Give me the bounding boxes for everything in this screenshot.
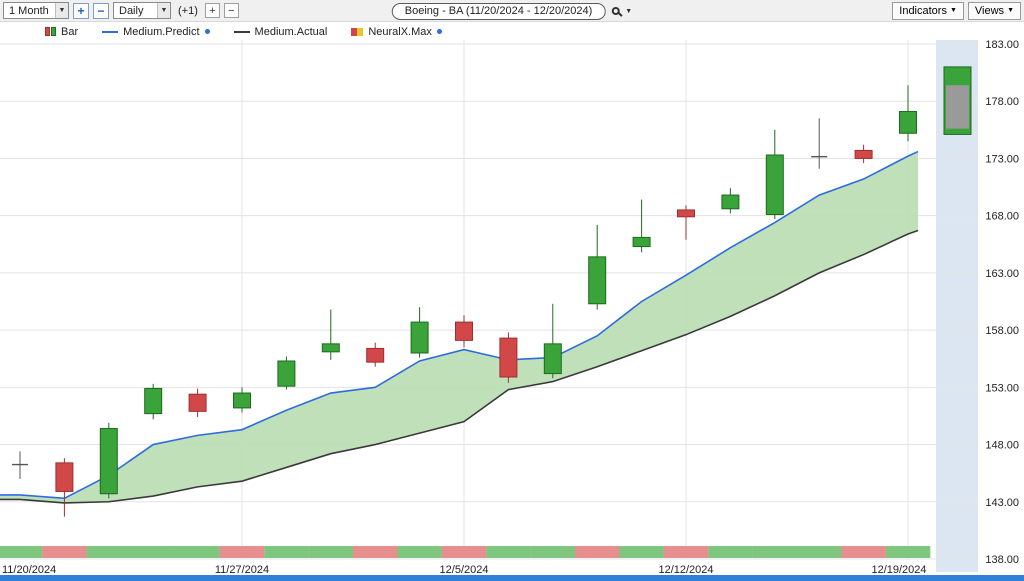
period-select[interactable]: Daily ▼ [113, 2, 171, 19]
legend-item-medium-predict[interactable]: Medium.Predict [102, 25, 210, 38]
indicators-button[interactable]: Indicators ▼ [892, 1, 964, 20]
y-axis-label: 158.00 [985, 325, 1019, 337]
y-axis-label: 173.00 [985, 153, 1019, 165]
chevron-down-icon: ▼ [949, 7, 957, 14]
views-label: Views [974, 4, 1005, 17]
neuralx-strip-segment [86, 546, 132, 558]
y-axis-label: 168.00 [985, 211, 1019, 223]
y-axis-label: 153.00 [985, 382, 1019, 394]
indicators-label: Indicators [899, 4, 947, 17]
neuralx-strip-segment [353, 546, 398, 558]
chevron-down-icon: ▼ [1007, 7, 1014, 14]
x-axis-label: 11/20/2024 [2, 564, 56, 576]
legend-item-neuralx-max[interactable]: NeuralX.Max [351, 26, 442, 38]
medium-predict-line [0, 150, 919, 500]
indicator-settings-dot-icon[interactable] [204, 29, 210, 34]
neuralx-strip-segment [175, 546, 220, 558]
forecast-range-inner [946, 85, 969, 129]
candle-body [277, 360, 296, 387]
candle-body [677, 209, 695, 218]
neuralx-strip-segment [0, 546, 43, 558]
neuralx-strip-segment [397, 546, 442, 558]
add-forecast-bar-button[interactable]: + [204, 3, 220, 18]
dark-line-icon [233, 30, 250, 33]
candle-body [455, 321, 473, 341]
legend-item-medium-actual[interactable]: Medium.Actual [233, 25, 328, 38]
neuralx-strip-segment [264, 546, 309, 558]
neuralx-strip-segment [752, 546, 798, 558]
neuralx-strip-segment [708, 546, 753, 558]
neuralx-strip-segment [885, 546, 931, 558]
y-axis-label: 138.00 [985, 554, 1019, 566]
candle-body [543, 343, 562, 375]
chevron-down-icon: ▼ [55, 3, 68, 18]
zoom-out-button[interactable]: − [93, 2, 109, 19]
indicator-settings-dot-icon[interactable] [436, 29, 442, 34]
legend-item-bar[interactable]: Bar [45, 26, 78, 38]
y-axis-label: 183.00 [985, 40, 1019, 51]
candle-body [188, 393, 207, 412]
search-icon[interactable] [611, 7, 620, 15]
chart-legend: Bar Medium.Predict Medium.Actual NeuralX… [0, 23, 1024, 40]
symbol-title-box[interactable]: Boeing - BA (11/20/2024 - 12/20/2024) [391, 2, 606, 20]
x-axis-label: 12/19/2024 [871, 564, 926, 576]
candle-body [721, 194, 740, 210]
blue-line-icon [102, 30, 119, 33]
candle-body [632, 236, 651, 248]
candle-body [321, 343, 340, 353]
period-value: Daily [119, 4, 144, 17]
candle-body [410, 321, 429, 354]
neuralx-strip-segment [486, 546, 531, 558]
candlestick-icon [45, 27, 56, 36]
neuralx-strip-segment [530, 546, 576, 558]
chart-toolbar: 1 Month ▼ + − Daily ▼ (+1) + − Boeing - … [0, 0, 1024, 22]
medium-actual-line [0, 229, 919, 504]
neuralx-strip-segment [42, 546, 87, 558]
horizontal-scrollbar [0, 575, 1024, 581]
neuralx-strip-segment [797, 546, 842, 558]
y-axis-label: 163.00 [985, 268, 1019, 280]
y-axis-label: 143.00 [985, 497, 1019, 509]
y-axis-label: 148.00 [985, 440, 1019, 452]
legend-neuralx-label: NeuralX.Max [368, 25, 432, 38]
neuralx-strip-segment [663, 546, 709, 558]
chevron-down-icon[interactable]: ▼ [625, 7, 633, 15]
neuralx-strip-segment [308, 546, 354, 558]
neuralx-strip-segment [441, 546, 487, 558]
candle-body [854, 149, 873, 159]
views-button[interactable]: Views ▼ [967, 1, 1021, 20]
candle-body [499, 337, 518, 378]
timeframe-select[interactable]: 1 Month ▼ [3, 2, 69, 19]
price-chart[interactable]: 183.00 178.00 173.00 168.00 163.00 158.00 153.… [0, 40, 1024, 581]
legend-actual-label: Medium.Actual [254, 25, 328, 38]
chevron-down-icon: ▼ [157, 3, 170, 18]
neuralx-icon [351, 27, 364, 36]
candle-body [588, 256, 607, 305]
zoom-in-button[interactable]: + [73, 2, 89, 19]
candle-body [55, 462, 74, 492]
candle-body [233, 392, 251, 409]
remove-forecast-bar-button[interactable]: − [223, 3, 239, 18]
neuralx-strip-segment [131, 546, 176, 558]
neuralx-strip-segment [219, 546, 265, 558]
forecast-offset-label: (+1) [178, 4, 198, 17]
candle-body [99, 428, 118, 495]
legend-predict-label: Medium.Predict [123, 25, 200, 38]
y-axis-label: 178.00 [985, 96, 1019, 108]
legend-bar-label: Bar [61, 25, 79, 38]
neuralx-strip-segment [841, 546, 886, 558]
symbol-title: Boeing - BA (11/20/2024 - 12/20/2024) [404, 5, 593, 17]
neuralx-strip-segment [575, 546, 620, 558]
x-axis-label: 12/12/2024 [658, 564, 713, 576]
candle-body [765, 154, 784, 216]
candle-body [899, 111, 917, 134]
timeframe-value: 1 Month [9, 4, 49, 17]
candle-body [366, 347, 385, 363]
neuralx-strip-segment [619, 546, 664, 558]
x-axis-label: 11/27/2024 [215, 564, 269, 576]
x-axis-label: 12/5/2024 [440, 564, 489, 576]
candle-body [144, 387, 163, 415]
